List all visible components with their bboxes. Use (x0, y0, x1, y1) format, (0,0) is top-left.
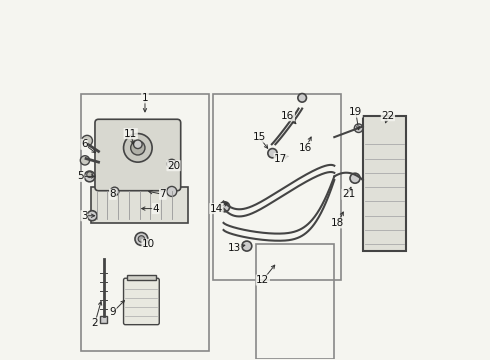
Circle shape (87, 211, 97, 221)
Text: 2: 2 (92, 318, 98, 328)
Text: 18: 18 (331, 218, 344, 228)
Text: 19: 19 (349, 107, 363, 117)
Text: 3: 3 (81, 211, 88, 221)
Text: 16: 16 (299, 143, 312, 153)
Circle shape (167, 159, 176, 168)
Text: 16: 16 (281, 111, 294, 121)
Circle shape (242, 241, 252, 251)
Text: 20: 20 (167, 161, 180, 171)
Text: 17: 17 (274, 154, 287, 163)
FancyBboxPatch shape (123, 278, 159, 325)
Text: 14: 14 (210, 203, 223, 213)
Circle shape (167, 186, 177, 197)
Text: 6: 6 (81, 139, 88, 149)
Text: 15: 15 (253, 132, 266, 142)
Text: 10: 10 (142, 239, 155, 249)
Bar (127, 275, 156, 280)
Circle shape (82, 135, 93, 146)
Text: 11: 11 (124, 129, 137, 139)
Bar (363, 116, 406, 251)
Text: 13: 13 (228, 243, 241, 253)
Circle shape (220, 202, 230, 212)
Text: 5: 5 (77, 171, 84, 181)
Bar (100, 316, 107, 323)
Bar (81, 94, 209, 351)
Circle shape (135, 233, 148, 246)
Circle shape (138, 236, 145, 242)
Text: 9: 9 (110, 307, 116, 317)
Bar (256, 244, 334, 359)
Bar (92, 187, 188, 223)
Text: 8: 8 (110, 189, 116, 199)
Text: 1: 1 (142, 93, 148, 103)
Circle shape (110, 187, 119, 196)
Text: 21: 21 (342, 189, 355, 199)
Text: 7: 7 (160, 189, 166, 199)
Circle shape (268, 149, 277, 158)
Circle shape (354, 124, 363, 132)
Circle shape (298, 94, 306, 102)
Circle shape (123, 134, 152, 162)
Circle shape (80, 156, 90, 165)
Circle shape (131, 141, 145, 155)
Circle shape (87, 172, 93, 177)
Text: 12: 12 (256, 275, 270, 285)
Text: 22: 22 (381, 111, 394, 121)
FancyBboxPatch shape (95, 119, 181, 191)
Bar (213, 94, 342, 280)
Circle shape (134, 140, 142, 149)
Text: 4: 4 (152, 203, 159, 213)
Circle shape (350, 173, 360, 183)
Circle shape (84, 171, 95, 182)
